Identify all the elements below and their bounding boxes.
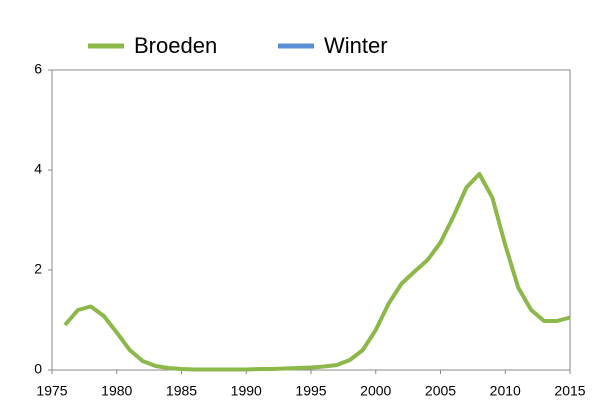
x-tick-label: 2015 <box>554 383 585 399</box>
legend-label: Winter <box>324 33 388 58</box>
x-tick-label: 1985 <box>166 383 197 399</box>
legend-label: Broeden <box>134 33 217 58</box>
series-line <box>63 172 571 372</box>
y-tick-label: 2 <box>34 261 42 277</box>
y-tick-label: 4 <box>34 161 42 177</box>
x-tick-label: 2000 <box>360 383 391 399</box>
x-tick-label: 1990 <box>231 383 262 399</box>
x-tick-label: 2005 <box>425 383 456 399</box>
y-tick-label: 6 <box>34 61 42 77</box>
plot-frame <box>51 69 571 371</box>
x-tick-label: 1980 <box>101 383 132 399</box>
x-tick-label: 1995 <box>295 383 326 399</box>
x-tick-label: 2010 <box>490 383 521 399</box>
y-tick-label: 0 <box>34 361 42 377</box>
x-tick-label: 1975 <box>36 383 67 399</box>
